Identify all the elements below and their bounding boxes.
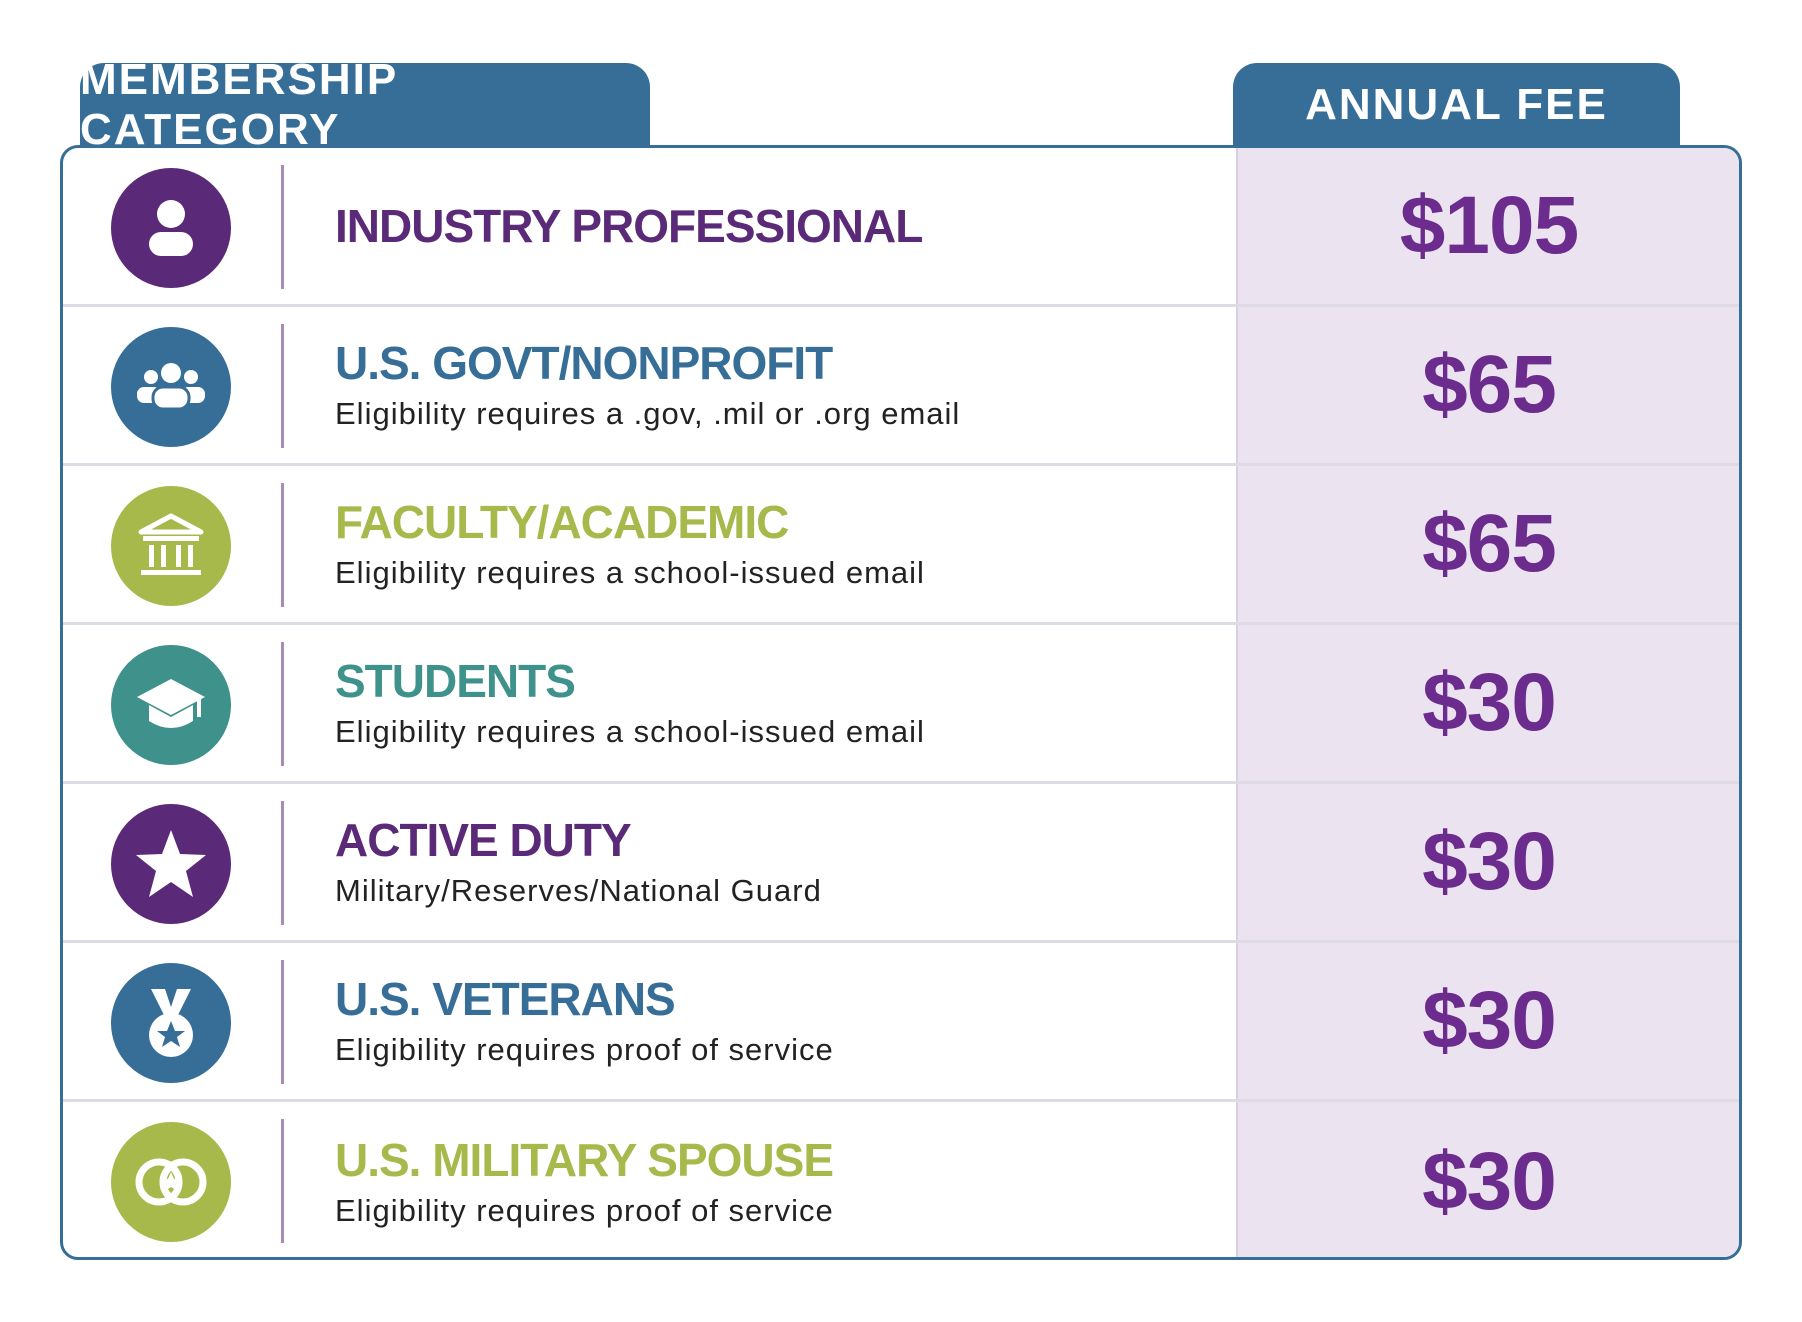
category-title: INDUSTRY PROFESSIONAL [335, 200, 923, 252]
fee-value: $30 [1422, 816, 1557, 907]
category-eligibility: Eligibility requires proof of service [335, 1032, 834, 1067]
fee-value: $65 [1422, 498, 1557, 589]
row-divider-line [281, 801, 284, 925]
fee-value: $30 [1422, 975, 1557, 1066]
membership-category-header: MEMBERSHIP CATEGORY [80, 55, 650, 154]
category-title: STUDENTS [335, 655, 576, 707]
fee-value: $30 [1422, 657, 1557, 748]
fee-value: $105 [1399, 180, 1579, 271]
category-text: U.S. VETERANS Eligibility requires proof… [335, 943, 834, 1099]
category-text: FACULTY/ACADEMIC Eligibility requires a … [335, 466, 925, 622]
fee-value: $30 [1422, 1135, 1557, 1227]
annual-fee-header: ANNUAL FEE [1233, 63, 1680, 147]
row-divider-line [281, 642, 284, 766]
category-title: U.S. GOVT/NONPROFIT [335, 337, 833, 389]
category-text: U.S. GOVT/NONPROFIT Eligibility requires… [335, 307, 960, 463]
medal-icon [111, 963, 231, 1083]
category-text: U.S. MILITARY SPOUSE Eligibility require… [335, 1102, 834, 1257]
row-divider-line [281, 324, 284, 448]
rings-icon [111, 1122, 231, 1242]
category-text: INDUSTRY PROFESSIONAL [335, 148, 923, 304]
category-text: ACTIVE DUTY Military/Reserves/National G… [335, 784, 822, 940]
table-row-veterans: U.S. VETERANS Eligibility requires proof… [63, 943, 1739, 1102]
category-eligibility: Eligibility requires a school-issued ema… [335, 714, 925, 749]
row-divider-line [281, 1119, 284, 1243]
building-icon [111, 486, 231, 606]
person-icon [111, 168, 231, 288]
category-title: ACTIVE DUTY [335, 814, 632, 866]
category-title: FACULTY/ACADEMIC [335, 496, 789, 548]
category-title: U.S. VETERANS [335, 973, 676, 1025]
row-divider-line [281, 483, 284, 607]
group-icon [111, 327, 231, 447]
category-title: U.S. MILITARY SPOUSE [335, 1133, 834, 1186]
row-divider-line [281, 960, 284, 1084]
table-row-industry-professional: INDUSTRY PROFESSIONAL $105 [63, 148, 1739, 307]
table-row-faculty-academic: FACULTY/ACADEMIC Eligibility requires a … [63, 466, 1739, 625]
fee-value: $65 [1422, 339, 1557, 430]
table-row-active-duty: ACTIVE DUTY Military/Reserves/National G… [63, 784, 1739, 943]
category-text: STUDENTS Eligibility requires a school-i… [335, 625, 925, 781]
fee-column-background [1236, 148, 1739, 1257]
star-icon [111, 804, 231, 924]
category-eligibility: Eligibility requires a .gov, .mil or .or… [335, 396, 961, 431]
membership-table: INDUSTRY PROFESSIONAL $105 U.S. GOVT/NON… [60, 145, 1742, 1260]
table-row-military-spouse: U.S. MILITARY SPOUSE Eligibility require… [63, 1102, 1739, 1257]
row-divider-line [281, 165, 284, 289]
category-eligibility: Eligibility requires a school-issued ema… [335, 555, 925, 590]
graduation-cap-icon [111, 645, 231, 765]
category-eligibility: Military/Reserves/National Guard [335, 873, 822, 908]
category-eligibility: Eligibility requires proof of service [335, 1192, 834, 1228]
table-row-govt-nonprofit: U.S. GOVT/NONPROFIT Eligibility requires… [63, 307, 1739, 466]
table-row-students: STUDENTS Eligibility requires a school-i… [63, 625, 1739, 784]
